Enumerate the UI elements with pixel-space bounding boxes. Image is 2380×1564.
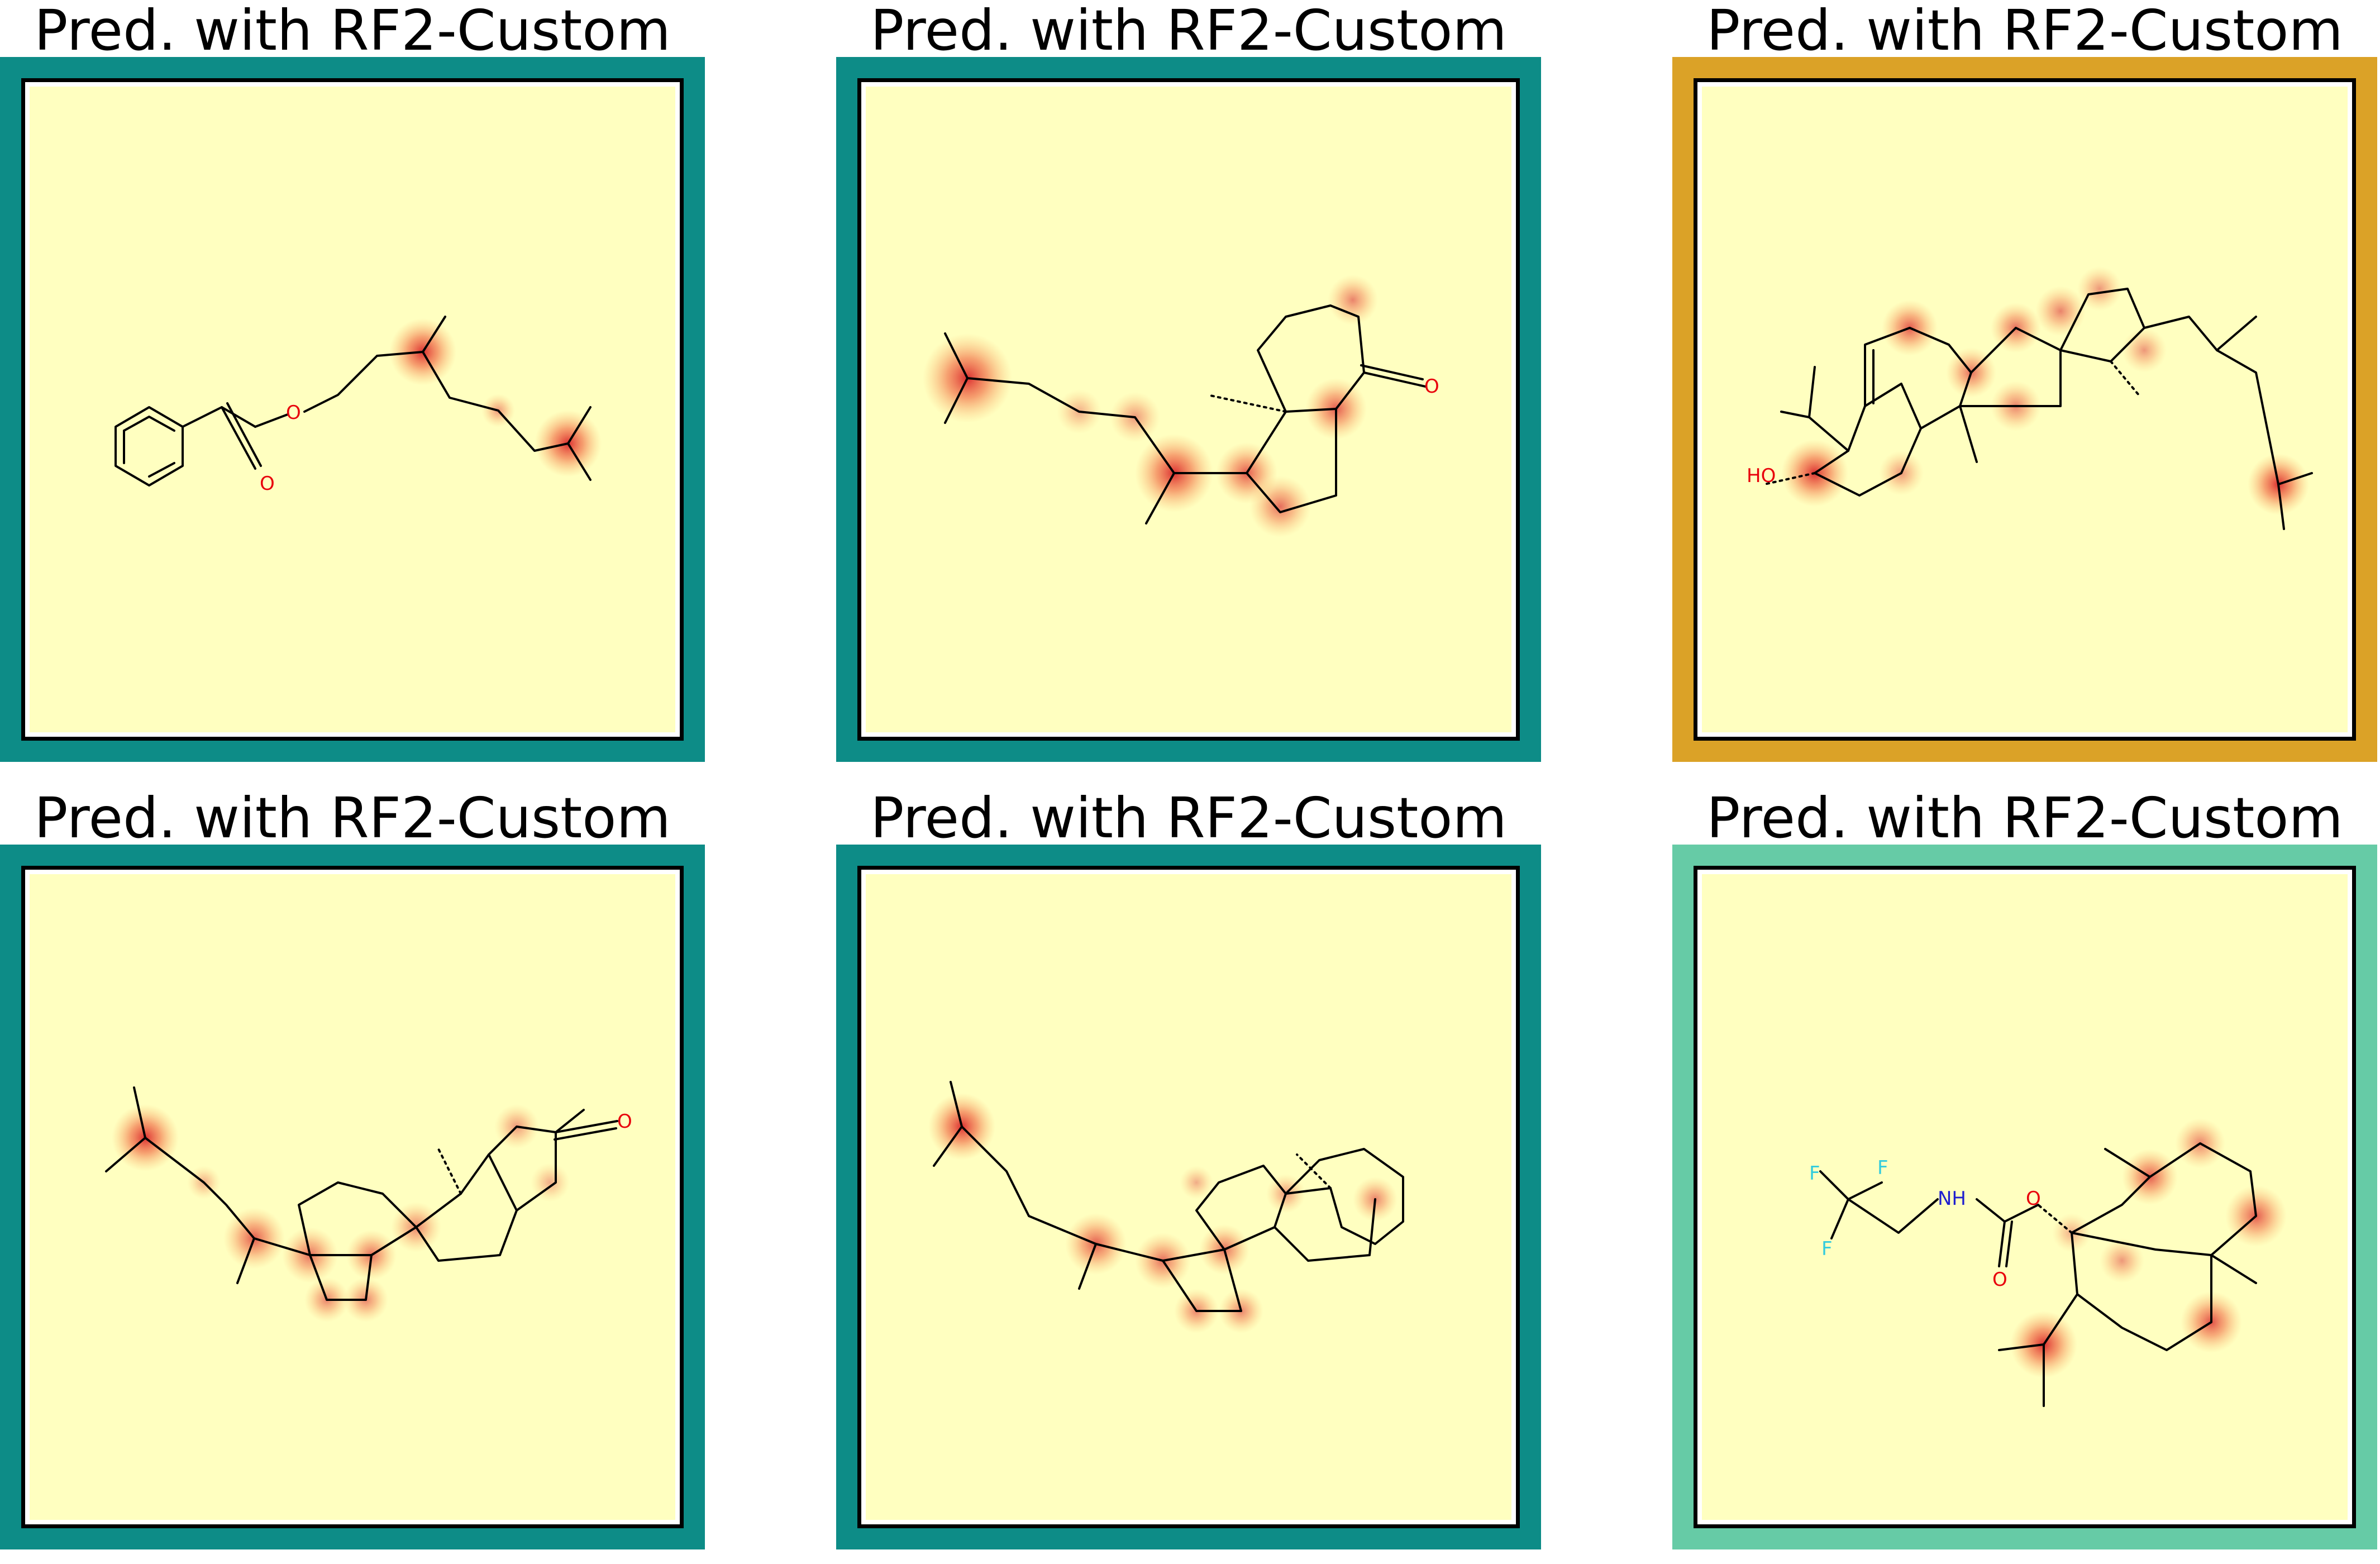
atom-highlight bbox=[1328, 275, 1378, 325]
panel-3: Pred. with RF2-Custom bbox=[1672, 0, 2377, 762]
atom-label-O: O bbox=[1992, 1269, 2007, 1291]
atom-label-F: F bbox=[1809, 1162, 1820, 1185]
panel-5: Pred. with RF2-Custom bbox=[836, 785, 1541, 1549]
molecule-canvas: O O bbox=[21, 78, 684, 741]
molecule-drawing: O bbox=[866, 87, 1511, 732]
molecule-drawing bbox=[866, 874, 1511, 1520]
molecule-drawing: O O bbox=[30, 87, 675, 732]
benzene-ring bbox=[115, 406, 184, 487]
molecule-canvas: HO bbox=[1694, 78, 2356, 741]
decalin-ring bbox=[2071, 1142, 2257, 1256]
heatmap-background bbox=[30, 874, 675, 1520]
atom-highlight bbox=[2122, 328, 2167, 373]
panel-title: Pred. with RF2-Custom bbox=[34, 785, 671, 851]
atom-label-O: O bbox=[617, 1110, 632, 1133]
atom-label-O: O bbox=[1424, 375, 1439, 398]
atom-label-NH: NH bbox=[1938, 1188, 1966, 1210]
molecule-canvas: F F F NH O O bbox=[1694, 866, 2356, 1528]
atom-highlight bbox=[1249, 476, 1311, 537]
molecule-canvas bbox=[857, 866, 1520, 1528]
panel-title: Pred. with RF2-Custom bbox=[870, 0, 1507, 63]
atom-label-F: F bbox=[1877, 1157, 1888, 1179]
panel-frame bbox=[836, 845, 1541, 1549]
panel-1: Pred. with RF2-Custom bbox=[0, 0, 705, 762]
panel-frame: O bbox=[0, 845, 705, 1549]
panel-frame: HO bbox=[1672, 57, 2377, 762]
ring-a bbox=[1814, 383, 1922, 497]
panel-title: Pred. with RF2-Custom bbox=[34, 0, 671, 63]
panel-title: Pred. with RF2-Custom bbox=[1706, 0, 2343, 63]
panel-frame: F F F NH O O bbox=[1672, 845, 2377, 1549]
atom-highlight bbox=[2077, 266, 2122, 311]
panel-frame: O bbox=[836, 57, 1541, 762]
panel-2: Pred. with RF2-Custom bbox=[836, 0, 1541, 762]
atom-label-HO: HO bbox=[1747, 465, 1776, 487]
atom-highlight bbox=[2100, 1238, 2144, 1283]
atom-label-O: O bbox=[260, 473, 275, 495]
heatmap-background bbox=[30, 87, 675, 732]
panel-title: Pred. with RF2-Custom bbox=[1706, 785, 2343, 851]
molecule-canvas: O bbox=[21, 866, 684, 1528]
molecule-drawing: F F F NH O O bbox=[1702, 874, 2348, 1520]
panel-6: Pred. with RF2-Custom bbox=[1672, 785, 2377, 1549]
panel-frame: O O bbox=[0, 57, 705, 762]
atom-label-F: F bbox=[1821, 1238, 1833, 1260]
molecule-drawing: O bbox=[30, 874, 675, 1520]
molecule-drawing: HO bbox=[1702, 87, 2348, 732]
molecule-canvas: O bbox=[857, 78, 1520, 741]
panel-4: Pred. with RF2-Custom bbox=[0, 785, 705, 1549]
atom-label-O: O bbox=[286, 402, 301, 424]
panel-title: Pred. with RF2-Custom bbox=[870, 785, 1507, 851]
atom-highlight bbox=[1180, 1166, 1213, 1199]
atom-label-O: O bbox=[2026, 1188, 2041, 1210]
